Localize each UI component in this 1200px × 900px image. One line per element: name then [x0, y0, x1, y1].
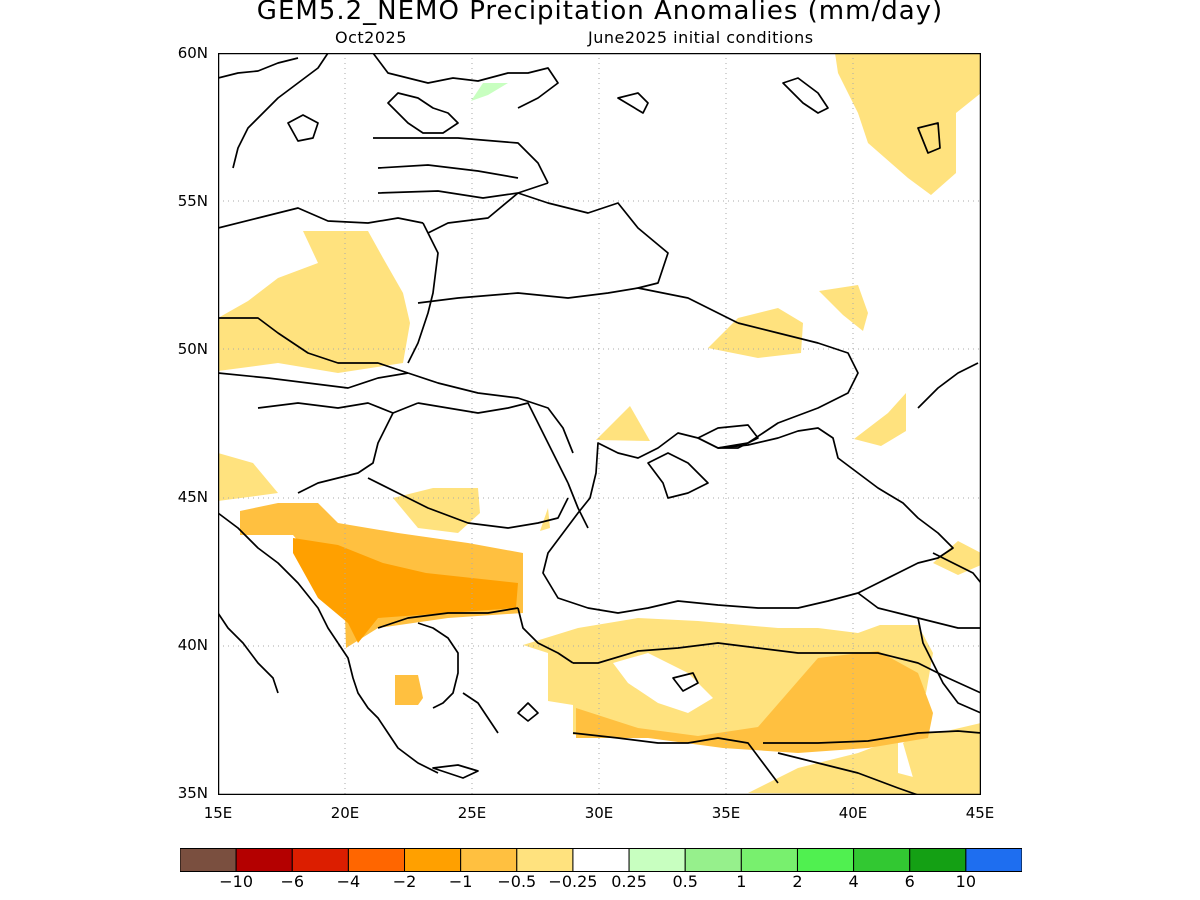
- anomaly-gap-turkey-central: [613, 653, 713, 713]
- colorbar-swatch: [740, 848, 798, 872]
- colorbar-swatch: [460, 848, 518, 872]
- anomaly-patch-anatolia: [576, 651, 933, 753]
- colorbar-label: −2: [392, 872, 417, 891]
- anomaly-patch-greece-west: [395, 675, 423, 705]
- anomaly-patch-poland: [218, 231, 410, 373]
- lat-label-60n: 60N: [177, 44, 208, 62]
- colorbar-swatch: [628, 848, 686, 872]
- lon-label-20e: 20E: [330, 804, 360, 822]
- colorbar-label: 6: [904, 872, 915, 891]
- lon-label-35e: 35E: [711, 804, 741, 822]
- colorbar-label: −1: [448, 872, 473, 891]
- lat-label-40n: 40N: [177, 636, 208, 654]
- colorbar-label: −6: [280, 872, 305, 891]
- colorbar-swatch: [291, 848, 349, 872]
- lon-label-30e: 30E: [584, 804, 614, 822]
- anomaly-patch-voronezh: [819, 285, 868, 331]
- colorbar-swatch: [965, 848, 1022, 872]
- colorbar-label: −0.5: [497, 872, 537, 891]
- colorbar-label: −0.25: [548, 872, 598, 891]
- colorbar-swatch: [853, 848, 911, 872]
- anomaly-patch-estonia-green: [471, 83, 508, 101]
- colorbar-swatch: [347, 848, 406, 872]
- anomaly-patch-hungary: [218, 453, 278, 501]
- colorbar-label: 0.25: [611, 872, 647, 891]
- lat-label-55n: 55N: [177, 192, 208, 210]
- colorbar-swatch: [404, 848, 462, 872]
- lat-label-50n: 50N: [177, 340, 208, 358]
- colorbar-label: 10: [955, 872, 977, 891]
- anomaly-patch-belgorod: [708, 308, 803, 358]
- colorbar-label: −4: [336, 872, 361, 891]
- chart-title: GEM5.2_NEMO Precipitation Anomalies (mm/…: [256, 0, 944, 26]
- lon-label-15e: 15E: [203, 804, 233, 822]
- anomaly-patch-caucasus: [933, 541, 981, 575]
- anomaly-patch-kalmykia: [854, 393, 906, 446]
- anomaly-fills: [218, 53, 981, 795]
- anomaly-patch-serbia: [293, 538, 518, 643]
- anomaly-patch-albania: [358, 573, 378, 623]
- colorbar-label: 2: [792, 872, 803, 891]
- map-frame: [218, 53, 981, 795]
- anomaly-patch-north-east: [835, 53, 981, 195]
- colorbar-swatch: [516, 848, 574, 872]
- colorbar-swatch: [235, 848, 293, 872]
- anomaly-patch-iraq: [903, 723, 981, 795]
- coastlines-and-borders: [218, 53, 981, 795]
- anomaly-map: [218, 53, 981, 795]
- gridlines: [218, 53, 981, 795]
- lon-label-45e: 45E: [965, 804, 995, 822]
- lon-label-25e: 25E: [457, 804, 487, 822]
- colorbar-swatch: [796, 848, 855, 872]
- colorbar-label: 0.5: [672, 872, 698, 891]
- anomaly-patch-moldova: [596, 406, 650, 441]
- colorbar-swatch: [909, 848, 967, 872]
- colorbar-swatch: [572, 848, 630, 872]
- colorbar: [180, 848, 1022, 872]
- subtitle-initial-conditions: June2025 initial conditions: [588, 28, 814, 47]
- colorbar-label: 4: [848, 872, 859, 891]
- colorbar-swatch: [180, 848, 237, 872]
- colorbar-label: −10: [219, 872, 253, 891]
- anomaly-patch-dobruja: [540, 508, 550, 531]
- lat-label-45n: 45N: [177, 488, 208, 506]
- colorbar-swatch: [684, 848, 742, 872]
- colorbar-label: 1: [736, 872, 747, 891]
- subtitle-month: Oct2025: [335, 28, 407, 47]
- lat-label-35n: 35N: [177, 784, 208, 802]
- lon-label-40e: 40E: [838, 804, 868, 822]
